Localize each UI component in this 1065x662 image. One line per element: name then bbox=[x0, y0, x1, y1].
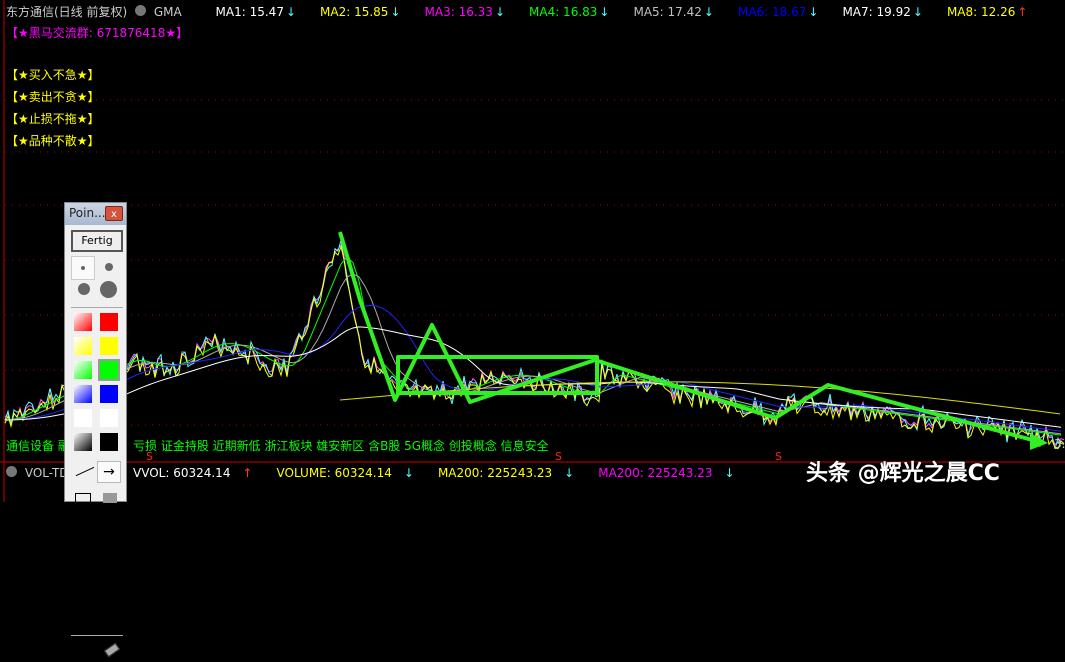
gradient-color-swatch[interactable] bbox=[74, 409, 92, 427]
arrow-down-icon: ↓ bbox=[390, 5, 401, 19]
arrow-down-icon: ↓ bbox=[285, 5, 297, 19]
stock-title: 东方通信(日线 前复权) bbox=[6, 5, 128, 19]
gradient-color-swatch[interactable] bbox=[74, 313, 92, 331]
solid-color-swatch[interactable] bbox=[100, 337, 118, 355]
watermark: 头条 @辉光之晨CC bbox=[806, 461, 1000, 486]
ma-label: MA5: 17.42 bbox=[633, 5, 702, 19]
pen-size-small[interactable] bbox=[71, 256, 95, 280]
arrow-down-icon: ↓ bbox=[599, 5, 610, 19]
group-text: 【★黑马交流群: 671876418★】 bbox=[6, 26, 189, 40]
arrow-down-icon: ↓ bbox=[403, 466, 414, 480]
pointer-tool-panel: Poin... x Fertig ∿ → bbox=[64, 202, 127, 662]
ma5-line bbox=[4, 273, 1062, 435]
solid-color-swatch[interactable] bbox=[100, 409, 118, 427]
gradient-color-swatch[interactable] bbox=[74, 337, 92, 355]
arrow-tool-icon[interactable]: → bbox=[97, 461, 121, 483]
tip-text: 【★买入不急★】 bbox=[6, 68, 100, 82]
freehand-tool-icon[interactable]: ∿ bbox=[73, 643, 87, 662]
filled-rectangle-tool-icon[interactable] bbox=[103, 493, 117, 503]
ma-label: MA6: 18.67 bbox=[737, 5, 807, 19]
ma-value-8: MA8: 12.26 ↑ bbox=[947, 5, 1039, 19]
solid-color-swatch[interactable] bbox=[100, 313, 118, 331]
gradient-color-swatch[interactable] bbox=[74, 361, 92, 379]
ma-label: MA1: 15.47 bbox=[215, 5, 284, 19]
volume-value: MA200: 225243.23 ↓ bbox=[598, 466, 746, 480]
gradient-color-swatch[interactable] bbox=[74, 433, 92, 451]
ma-value-4: MA4: 16.83 ↓ bbox=[529, 5, 621, 19]
ma-label: MA2: 15.85 bbox=[320, 5, 389, 19]
arrow-up-icon: ↑ bbox=[242, 466, 253, 480]
pen-size-large[interactable] bbox=[78, 283, 90, 295]
pen-size-medium[interactable] bbox=[105, 263, 113, 271]
arrow-down-icon: ↓ bbox=[808, 5, 819, 19]
tip-text: 【★止损不拖★】 bbox=[6, 112, 100, 126]
ma-value-2: MA2: 15.85 ↓ bbox=[320, 5, 412, 19]
ma-label: MA8: 12.26 bbox=[946, 5, 1016, 19]
volume-header: VOL-TD bbox=[6, 466, 69, 480]
ma-label: MA4: 16.83 bbox=[529, 5, 598, 19]
volume-indicator: VOL-TD bbox=[24, 466, 69, 480]
eraser-tool-icon[interactable] bbox=[103, 642, 121, 658]
ma7-line bbox=[4, 326, 1062, 428]
volume-label: MA200: 225243.23 bbox=[598, 466, 713, 480]
concepts-left: 通信设备 融 bbox=[6, 439, 70, 453]
signal-s-icon: S bbox=[775, 450, 782, 463]
ma-value-7: MA7: 19.92 ↓ bbox=[842, 5, 934, 19]
volume-label: VVOL: 60324.14 bbox=[133, 466, 231, 480]
drawn-trend-line bbox=[338, 231, 1041, 444]
ma8-line bbox=[339, 381, 1061, 415]
gradient-color-swatch[interactable] bbox=[74, 385, 92, 403]
tip-text: 【★卖出不贪★】 bbox=[6, 90, 100, 104]
solid-color-swatch[interactable] bbox=[100, 385, 118, 403]
arrow-down-icon: ↓ bbox=[703, 5, 714, 19]
indicator-dropdown-icon[interactable] bbox=[135, 5, 147, 16]
close-button[interactable]: x bbox=[105, 206, 123, 221]
volume-value: VOLUME: 60324.14 ↓ bbox=[277, 466, 426, 480]
arrow-down-icon: ↓ bbox=[724, 466, 735, 480]
volume-value: MA200: 225243.23 ↓ bbox=[438, 466, 586, 480]
signal-s-icon: S bbox=[146, 450, 153, 463]
drawn-arrowhead bbox=[1030, 433, 1048, 450]
arrow-down-icon: ↓ bbox=[564, 466, 575, 480]
drawn-rectangle bbox=[396, 355, 599, 395]
solid-color-swatch[interactable] bbox=[100, 433, 118, 451]
arrow-down-icon: ↓ bbox=[912, 5, 923, 19]
ma-label: MA7: 19.92 bbox=[842, 5, 911, 19]
line-tool-icon[interactable] bbox=[75, 466, 95, 477]
signal-s-icon: S bbox=[555, 450, 562, 463]
price-line-2 bbox=[4, 240, 1065, 450]
done-button[interactable]: Fertig bbox=[71, 230, 123, 252]
volume-dropdown-icon[interactable] bbox=[6, 466, 17, 477]
ma-value-3: MA3: 16.33 ↓ bbox=[425, 5, 517, 19]
ma-label: MA3: 16.33 bbox=[424, 5, 493, 19]
ma-value-1: MA1: 15.47 ↓ bbox=[216, 5, 308, 19]
concepts-list: 亏损 证金持股 近期新低 浙江板块 雄安新区 含B股 5G概念 创投概念 信息安… bbox=[133, 439, 549, 453]
price-label: 3. bbox=[1054, 437, 1065, 451]
volume-label: VOLUME: 60324.14 bbox=[276, 466, 392, 480]
volume-label: MA200: 225243.23 bbox=[437, 466, 553, 480]
chart-header: 东方通信(日线 前复权) GMA MA1: 15.47 ↓ MA2: 15.85 ↓ M… bbox=[6, 3, 1063, 20]
arrow-down-icon: ↓ bbox=[494, 5, 505, 19]
indicator-name: GMA bbox=[153, 5, 182, 19]
volume-value: VVOL: 60324.14 ↑ bbox=[133, 466, 265, 480]
ma1-line bbox=[4, 244, 1065, 450]
arrow-up-icon: ↑ bbox=[1017, 5, 1028, 19]
pen-size-xlarge[interactable] bbox=[100, 281, 117, 298]
tip-text: 【★品种不散★】 bbox=[6, 134, 100, 148]
ma-value-6: MA6: 18.67 ↓ bbox=[738, 5, 830, 19]
solid-color-swatch[interactable] bbox=[98, 359, 120, 381]
ma-value-5: MA5: 17.42 ↓ bbox=[633, 5, 725, 19]
